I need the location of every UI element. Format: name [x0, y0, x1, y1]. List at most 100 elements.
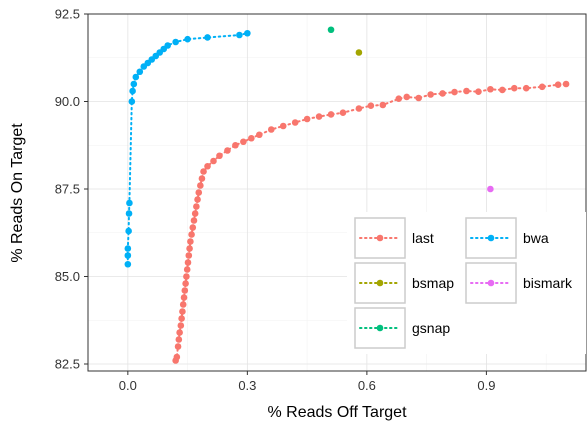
data-point-bwa: [125, 210, 133, 217]
data-point-bwa: [126, 199, 133, 207]
legend-key-point: [487, 234, 495, 242]
data-point-last: [267, 126, 275, 133]
data-point-bismark: [487, 185, 494, 193]
legend-item-last: last: [354, 217, 434, 259]
data-point-last: [554, 81, 562, 88]
data-point-last: [427, 91, 434, 98]
legend-label: last: [412, 230, 434, 246]
data-point-last: [216, 152, 223, 160]
legend-label: gsnap: [412, 320, 450, 336]
data-point-bwa: [125, 227, 132, 235]
y-tick-label: 85.0: [55, 269, 80, 284]
y-tick-label: 90.0: [55, 94, 80, 109]
data-point-last: [183, 266, 191, 273]
data-point-last: [403, 93, 411, 101]
data-point-last: [232, 141, 239, 149]
plot-panel: [87, 13, 587, 372]
data-point-bwa: [124, 245, 132, 252]
legend-key-point: [376, 234, 384, 242]
data-point-last: [538, 83, 546, 91]
data-point-last: [190, 217, 198, 224]
series-bsmap: [355, 49, 363, 56]
data-point-last: [522, 84, 530, 92]
data-point-bwa: [136, 68, 144, 76]
data-point-last: [355, 105, 363, 112]
series-last: [172, 80, 570, 364]
series-bwa: [124, 29, 251, 268]
legend-key-point: [376, 279, 384, 287]
x-tick-label: 0.3: [238, 378, 256, 393]
data-point-last: [173, 353, 181, 361]
data-point-last: [240, 138, 247, 146]
data-point-bwa: [184, 35, 191, 43]
data-point-last: [339, 109, 347, 116]
data-point-last: [175, 336, 183, 343]
data-point-last: [187, 238, 194, 245]
legend-key-point: [376, 324, 384, 332]
x-tick-label: 0.9: [477, 378, 495, 393]
data-point-bsmap: [355, 49, 363, 56]
data-point-last: [327, 111, 335, 118]
data-point-bwa: [128, 98, 136, 105]
data-point-bwa: [132, 73, 140, 81]
data-point-last: [179, 301, 187, 308]
data-point-last: [487, 85, 494, 93]
data-point-last: [200, 168, 207, 175]
data-point-last: [499, 86, 506, 94]
data-point-last: [183, 273, 190, 280]
data-point-bwa: [244, 29, 251, 37]
data-point-last: [562, 80, 570, 88]
data-point-bwa: [236, 31, 243, 39]
legend-item-bismark: bismark: [465, 262, 573, 304]
y-axis-title: % Reads On Target: [9, 123, 26, 263]
data-point-last: [395, 95, 403, 102]
data-point-last: [439, 90, 446, 97]
data-point-last: [248, 134, 255, 142]
data-point-last: [303, 115, 311, 123]
x-axis-title: % Reads Off Target: [267, 404, 407, 421]
data-point-gsnap: [327, 26, 335, 34]
data-point-last: [279, 122, 287, 130]
data-point-last: [179, 308, 186, 315]
data-point-bwa: [124, 252, 132, 259]
data-point-last: [191, 210, 199, 217]
y-tick-label: 87.5: [55, 182, 80, 197]
data-point-bwa: [164, 42, 171, 49]
data-point-last: [189, 224, 197, 231]
y-tick-label: 92.5: [55, 7, 80, 22]
data-point-last: [198, 175, 206, 182]
legend-label: bsmap: [412, 275, 454, 291]
data-point-last: [178, 315, 185, 322]
series-bismark: [487, 185, 494, 193]
data-point-last: [180, 294, 188, 301]
data-point-bwa: [129, 87, 136, 95]
data-point-last: [186, 245, 193, 252]
data-point-last: [210, 157, 217, 165]
x-tick-label: 0.6: [358, 378, 376, 393]
data-point-last: [194, 196, 201, 203]
data-point-last: [195, 189, 203, 196]
legend-item-gsnap: gsnap: [354, 307, 450, 349]
data-point-bwa: [204, 34, 211, 41]
legend-item-bsmap: bsmap: [354, 262, 454, 304]
data-point-last: [315, 113, 323, 120]
legend-label: bismark: [523, 275, 573, 291]
data-point-bwa: [130, 80, 138, 88]
data-point-last: [193, 203, 200, 210]
data-point-last: [475, 88, 482, 95]
x-tick-label: 0.0: [119, 378, 137, 393]
data-point-last: [176, 329, 183, 336]
y-tick-label: 82.5: [55, 357, 80, 372]
data-point-last: [367, 102, 375, 109]
data-point-last: [463, 87, 470, 95]
legend-item-bwa: bwa: [465, 217, 549, 259]
legend-label: bwa: [523, 230, 549, 246]
data-point-last: [177, 322, 185, 329]
series-gsnap: [327, 26, 335, 34]
data-point-last: [181, 287, 189, 294]
data-point-last: [415, 94, 422, 102]
data-point-bwa: [124, 260, 132, 268]
data-point-bwa: [172, 38, 179, 46]
data-point-last: [379, 101, 387, 109]
